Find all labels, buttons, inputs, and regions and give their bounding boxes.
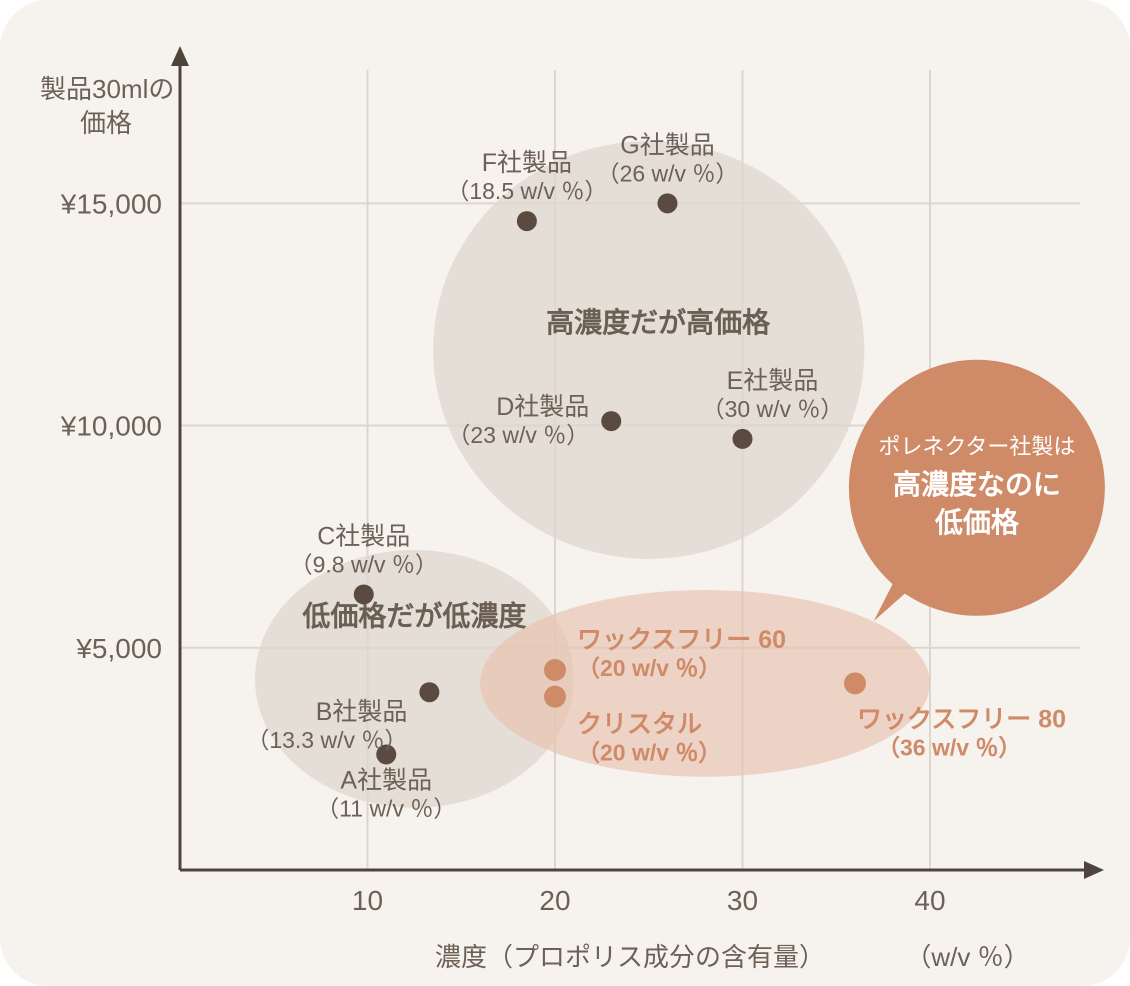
point-label-CRY: クリスタル xyxy=(577,711,702,739)
callout-line2: 高濃度なのに xyxy=(893,469,1061,500)
point-sublabel-C: （9.8 w/v ％） xyxy=(290,551,438,577)
ytick-label: ¥5,000 xyxy=(75,633,162,664)
y-axis-title-line2: 価格 xyxy=(80,108,132,138)
ytick-label: ¥10,000 xyxy=(60,411,162,442)
cluster-label-high: 高濃度だが高価格 xyxy=(546,306,771,338)
point-WF60 xyxy=(544,659,566,681)
ytick-label: ¥15,000 xyxy=(60,188,162,219)
chart-container: ポレネクター社製は高濃度なのに低価格 10 20 30 40 ¥5,000 ¥10,000 ¥… xyxy=(0,0,1130,986)
point-G xyxy=(658,193,678,213)
point-label-WF60: ワックスフリー 60 xyxy=(577,626,786,654)
point-sublabel-G: （26 w/v ％） xyxy=(597,160,739,186)
point-F xyxy=(517,211,537,231)
cluster-label-low: 低価格だが低濃度 xyxy=(301,600,526,632)
point-label-C: C社製品 xyxy=(317,522,410,550)
point-sublabel-A: （11 w/v ％） xyxy=(316,795,456,821)
point-C xyxy=(354,584,374,604)
xtick-label: 40 xyxy=(914,885,945,916)
xtick-label: 10 xyxy=(352,885,383,916)
point-E xyxy=(733,429,753,449)
point-sublabel-B: （13.3 w/v ％） xyxy=(246,727,407,753)
point-label-F: F社製品 xyxy=(482,149,572,177)
point-label-E: E社製品 xyxy=(727,367,819,395)
y-axis-title-line1: 製品30mlの xyxy=(40,74,174,104)
point-sublabel-E: （30 w/v ％） xyxy=(702,396,844,422)
point-B xyxy=(419,682,439,702)
point-D xyxy=(601,411,621,431)
point-label-B: B社製品 xyxy=(316,698,408,726)
xtick-label: 20 xyxy=(539,885,570,916)
callout-line3: 低価格 xyxy=(934,507,1020,538)
point-sublabel-WF60: （20 w/v ％） xyxy=(577,655,721,681)
point-label-A: A社製品 xyxy=(340,766,432,794)
point-label-D: D社製品 xyxy=(496,393,589,421)
point-label-WF80: ワックスフリー 80 xyxy=(857,705,1066,733)
xtick-label: 30 xyxy=(727,885,758,916)
x-axis-unit: （w/v ％） xyxy=(905,942,1029,972)
point-label-G: G社製品 xyxy=(620,131,714,159)
point-sublabel-D: （23 w/v ％） xyxy=(447,422,589,448)
callout-line1: ポレネクター社製は xyxy=(878,434,1075,459)
x-axis-title: 濃度（プロポリス成分の含有量） xyxy=(435,942,825,972)
point-CRY xyxy=(544,686,566,708)
point-WF80 xyxy=(844,672,866,694)
point-sublabel-F: （18.5 w/v ％） xyxy=(446,178,607,204)
point-sublabel-WF80: （36 w/v ％） xyxy=(877,734,1021,760)
scatter-chart: ポレネクター社製は高濃度なのに低価格 10 20 30 40 ¥5,000 ¥10,000 ¥… xyxy=(0,0,1130,986)
point-sublabel-CRY: （20 w/v ％） xyxy=(577,740,721,766)
